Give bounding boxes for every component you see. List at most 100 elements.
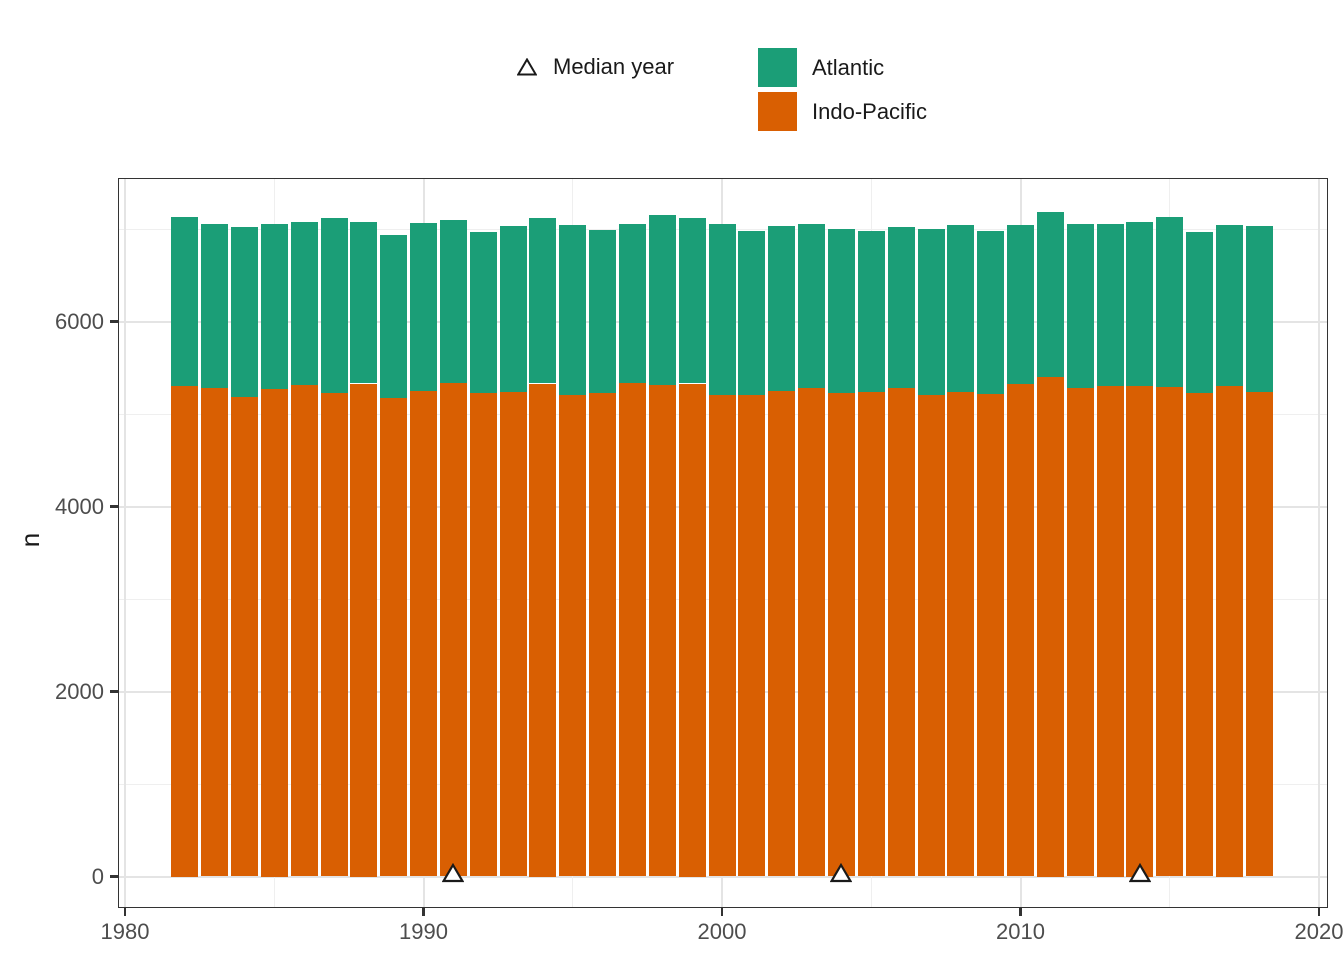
bar-segment-indo-pacific-2013 (1096, 386, 1124, 877)
bar-segment-indo-pacific-1993 (499, 391, 527, 877)
median-year-triangle-icon (830, 862, 853, 883)
bar-segment-indo-pacific-2009 (977, 393, 1005, 877)
x-tick-2020 (1317, 908, 1321, 916)
median-year-triangle-icon (1128, 862, 1152, 883)
y-tick-2000 (110, 690, 118, 693)
bar-segment-atlantic-1989 (380, 234, 408, 399)
bar-segment-atlantic-1997 (619, 224, 646, 383)
bar-segment-atlantic-2004 (827, 229, 855, 393)
bar-segment-indo-pacific-1983 (201, 388, 229, 877)
bar-segment-indo-pacific-2004 (827, 392, 855, 877)
x-tick-1990 (422, 908, 425, 916)
x-tick-2010 (1019, 908, 1022, 916)
atlantic-color-swatch (758, 48, 797, 87)
indo-pacific-color-swatch (758, 92, 797, 131)
bar-segment-indo-pacific-1985 (260, 389, 288, 877)
bar-segment-atlantic-2003 (798, 223, 826, 389)
bar-segment-indo-pacific-2014 (1126, 386, 1154, 877)
bar-segment-atlantic-1998 (648, 215, 676, 386)
bar-segment-indo-pacific-1987 (320, 392, 348, 877)
bar-segment-indo-pacific-2007 (917, 394, 945, 877)
y-tick-4000 (110, 505, 118, 508)
legend-item-atlantic: Atlantic (758, 48, 927, 87)
y-tick-6000 (110, 320, 118, 323)
median-year-marker-1991 (442, 862, 465, 883)
bar-segment-atlantic-2017 (1216, 225, 1243, 387)
legend-label-median-year: Median year (553, 54, 675, 79)
bar-segment-indo-pacific-2003 (798, 388, 826, 877)
bar-segment-indo-pacific-1988 (350, 383, 378, 877)
bar-segment-indo-pacific-2018 (1245, 391, 1273, 877)
bar-segment-indo-pacific-1984 (230, 397, 258, 877)
bar-segment-atlantic-1985 (260, 223, 288, 390)
bar-segment-indo-pacific-2006 (887, 388, 915, 877)
bar-segment-atlantic-1983 (201, 223, 229, 389)
median-year-triangle-icon (517, 58, 537, 76)
bar-segment-atlantic-1991 (439, 219, 467, 383)
bar-segment-indo-pacific-2015 (1156, 387, 1184, 877)
x-tick-label-2020: 2020 (1294, 919, 1344, 944)
bar-segment-atlantic-1994 (529, 217, 557, 384)
bar-segment-atlantic-2018 (1245, 226, 1273, 392)
bar-segment-indo-pacific-1999 (678, 383, 706, 877)
bar-segment-atlantic-1984 (230, 227, 258, 398)
bar-segment-atlantic-2011 (1036, 212, 1064, 378)
x-tick-label-2000: 2000 (697, 919, 747, 944)
bar-segment-atlantic-1995 (559, 225, 587, 395)
bar-segment-atlantic-2016 (1186, 231, 1214, 393)
bar-segment-indo-pacific-1989 (380, 398, 408, 877)
plot-panel (118, 178, 1328, 908)
bar-segment-indo-pacific-2000 (708, 394, 736, 877)
y-tick-label-4000: 4000 (55, 493, 104, 519)
bar-segment-indo-pacific-1986 (290, 385, 318, 877)
bar-segment-atlantic-2013 (1096, 223, 1124, 387)
bar-segment-indo-pacific-2012 (1066, 388, 1094, 877)
median-year-triangle-icon (442, 862, 465, 883)
median-year-marker-2004 (830, 862, 853, 883)
legend-item-median-year: Median year (517, 54, 674, 80)
bar-segment-indo-pacific-1994 (529, 383, 557, 877)
bar-segment-indo-pacific-2010 (1007, 384, 1034, 877)
bar-segment-indo-pacific-2002 (768, 390, 796, 877)
bar-segment-indo-pacific-1992 (469, 392, 497, 877)
bar-segment-atlantic-2012 (1066, 223, 1094, 389)
bar-segment-indo-pacific-2011 (1036, 377, 1064, 877)
x-tick-1980 (123, 908, 127, 916)
bar-segment-atlantic-1999 (678, 217, 706, 384)
bar-segment-atlantic-2008 (947, 225, 975, 392)
bar-segment-indo-pacific-2001 (738, 394, 766, 877)
x-tick-label-2010: 2010 (996, 919, 1045, 944)
bar-segment-indo-pacific-1998 (648, 385, 676, 877)
bar-segment-atlantic-2002 (768, 226, 796, 391)
bar-segment-atlantic-1993 (499, 226, 527, 392)
major-gridline-x-1980 (124, 179, 126, 907)
y-axis-title: n (15, 532, 45, 548)
bar-segment-indo-pacific-2016 (1186, 392, 1214, 877)
bar-segment-atlantic-2001 (738, 230, 766, 395)
y-tick-label-0: 0 (91, 863, 104, 889)
major-gridline-x-2020 (1318, 179, 1320, 907)
bar-segment-atlantic-2000 (708, 223, 736, 395)
bar-segment-indo-pacific-1995 (559, 394, 587, 877)
bar-segment-atlantic-2014 (1126, 221, 1154, 387)
bar-segment-atlantic-1992 (469, 231, 497, 393)
bar-segment-atlantic-1982 (171, 217, 199, 387)
legend-item-indo-pacific: Indo-Pacific (758, 92, 927, 131)
bar-segment-indo-pacific-1982 (171, 386, 199, 877)
bar-segment-indo-pacific-2008 (947, 391, 975, 877)
bar-segment-atlantic-2007 (917, 229, 945, 395)
bar-segment-atlantic-1990 (410, 222, 437, 391)
x-tick-label-1980: 1980 (100, 919, 150, 944)
bar-segment-indo-pacific-2005 (857, 391, 885, 877)
y-tick-label-2000: 2000 (55, 678, 104, 704)
bar-segment-indo-pacific-1990 (410, 390, 437, 877)
bar-segment-atlantic-2009 (977, 230, 1005, 394)
bar-segment-atlantic-2015 (1156, 217, 1184, 388)
legend-label-atlantic: Atlantic (812, 54, 885, 80)
x-tick-2000 (720, 908, 724, 916)
x-tick-label-1990: 1990 (399, 919, 448, 944)
median-year-marker-2014 (1128, 862, 1152, 883)
bar-segment-indo-pacific-2017 (1216, 386, 1243, 877)
bar-segment-atlantic-1986 (290, 221, 318, 386)
